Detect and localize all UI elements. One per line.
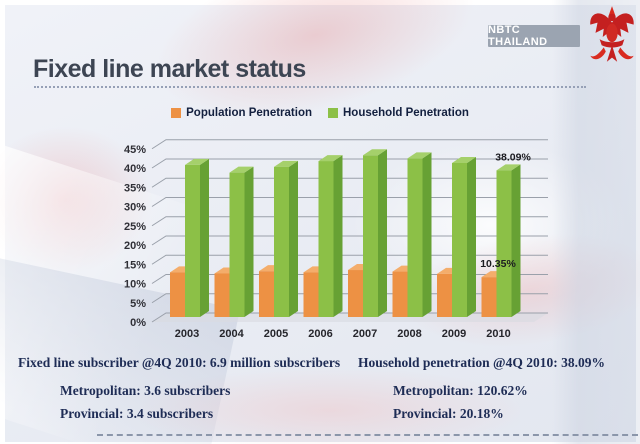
footer-left-heading: Fixed line subscriber @4Q 2010: 6.9 mill… — [18, 355, 341, 370]
bar-household-penetration-2004 — [229, 172, 245, 317]
legend-label-household: Household Penetration — [343, 107, 469, 119]
bar-household-penetration-2003 — [185, 164, 200, 317]
gridline-25 — [151, 216, 548, 227]
penetration-bar-chart: 0% 5% 10% 15% 20% 25% 30% 35% 40% 45% 2003 2004 2005… — [124, 139, 548, 340]
footer-left-metropolitan: Metropolitan: 3.6 subscribers — [60, 383, 231, 398]
bar-population-penetration-2004 — [214, 273, 230, 317]
data-label: 10.35% — [480, 258, 516, 270]
chart-legend: Population Penetration Household Penetra… — [0, 107, 640, 119]
bar-population-penetration-2008 — [392, 271, 408, 317]
bar-side-household-penetration-2010 — [511, 164, 521, 317]
nbtc-thailand-badge: NBTC THAILAND — [488, 24, 580, 48]
gridline-45 — [151, 139, 548, 150]
x-category-label: 2006 — [308, 328, 332, 340]
y-tick-label: 40% — [124, 163, 146, 175]
x-category-label: 2010 — [486, 328, 510, 340]
legend-item-population-penetration: Population Penetration — [171, 107, 312, 119]
y-tick-label: 0% — [130, 317, 146, 329]
bottom-dashed-divider — [97, 434, 638, 436]
legend-item-household-penetration: Household Penetration — [328, 107, 469, 119]
bar-top-household-penetration-2004 — [229, 166, 254, 173]
gridline-35 — [151, 177, 548, 188]
bar-household-penetration-2007 — [363, 155, 378, 317]
y-tick-label: 10% — [124, 279, 146, 291]
bar-population-penetration-2006 — [303, 272, 319, 317]
legend-swatch-population — [171, 108, 182, 118]
bar-top-household-penetration-2008 — [407, 152, 432, 159]
bar-side-household-penetration-2005 — [289, 160, 298, 317]
footer-right-metropolitan: Metropolitan: 120.62% — [393, 383, 528, 398]
bar-top-household-penetration-2006 — [318, 155, 343, 162]
bar-population-penetration-2005 — [259, 271, 274, 317]
bar-household-penetration-2008 — [407, 158, 423, 317]
bar-population-penetration-2010 — [481, 277, 497, 317]
bar-side-household-penetration-2003 — [200, 158, 209, 317]
bar-population-penetration-2003 — [170, 272, 185, 317]
bar-top-household-penetration-2005 — [274, 160, 298, 167]
y-tick-label: 35% — [124, 182, 146, 194]
y-tick-label: 5% — [130, 298, 146, 310]
bar-household-penetration-2010 — [496, 170, 512, 317]
bar-side-household-penetration-2006 — [333, 155, 343, 317]
bar-top-household-penetration-2007 — [363, 149, 387, 156]
bar-population-penetration-2009 — [437, 273, 452, 317]
footer-left-provincial: Provincial: 3.4 subscribers — [60, 406, 214, 421]
page-title: Fixed line market status — [33, 55, 306, 83]
y-tick-label: 45% — [124, 144, 146, 156]
y-tick-label: 20% — [124, 240, 146, 252]
x-category-label: 2005 — [264, 328, 288, 340]
x-category-label: 2004 — [219, 328, 244, 340]
gridline-30 — [151, 197, 548, 207]
bar-household-penetration-2009 — [452, 163, 467, 317]
y-tick-label: 15% — [124, 259, 146, 271]
bar-household-penetration-2006 — [318, 161, 334, 317]
bar-household-penetration-2005 — [274, 166, 289, 317]
bar-side-household-penetration-2007 — [378, 149, 387, 317]
x-category-label: 2007 — [353, 328, 377, 340]
bar-side-household-penetration-2009 — [467, 157, 476, 317]
gridline-40 — [151, 158, 548, 169]
legend-swatch-household — [328, 108, 338, 118]
bar-population-penetration-2007 — [348, 270, 363, 317]
legend-label-population: Population Penetration — [186, 107, 312, 119]
bar-top-household-penetration-2003 — [185, 158, 209, 165]
garuda-emblem-icon — [590, 6, 634, 62]
bar-side-household-penetration-2008 — [422, 152, 432, 317]
x-category-label: 2003 — [175, 328, 199, 340]
bar-side-household-penetration-2004 — [244, 166, 254, 317]
y-tick-label: 25% — [124, 221, 146, 233]
footer-right-provincial: Provincial: 20.18% — [393, 406, 504, 421]
footer-right-heading: Household penetration @4Q 2010: 38.09% — [358, 355, 605, 370]
data-label: 38.09% — [495, 151, 531, 163]
x-category-label: 2009 — [442, 328, 466, 340]
y-tick-label: 30% — [124, 202, 146, 214]
bar-top-household-penetration-2009 — [452, 157, 476, 163]
nbtc-thailand-badge-label: NBTC THAILAND — [488, 24, 548, 48]
x-category-label: 2008 — [397, 328, 421, 340]
bar-top-household-penetration-2010 — [496, 164, 521, 171]
gridline-20 — [151, 235, 548, 246]
title-underline — [34, 86, 586, 88]
